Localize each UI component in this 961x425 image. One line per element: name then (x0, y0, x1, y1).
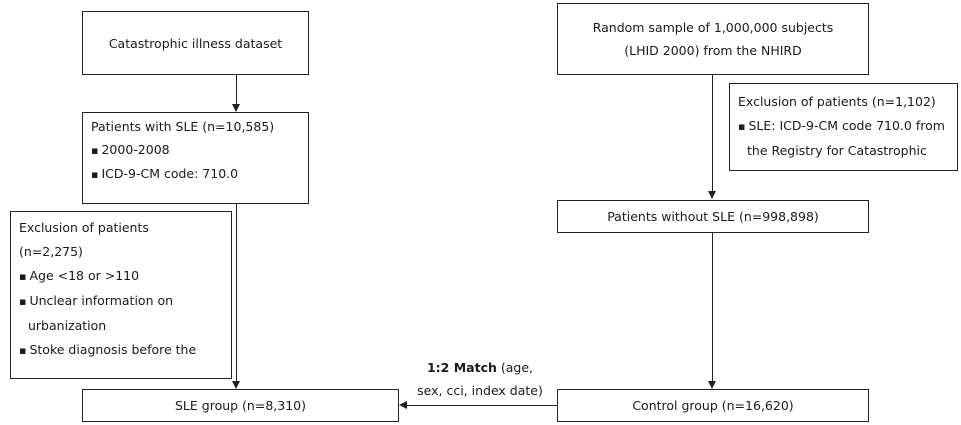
sle-group-label: SLE group (n=8,310) (175, 398, 306, 413)
match-connector-line (407, 405, 557, 406)
control-exclusion-box: Exclusion of patients (n=1,102) SLE: ICD… (729, 83, 958, 171)
patients-with-sle-bullet-years: 2000-2008 (91, 138, 308, 162)
sle-group-box: SLE group (n=8,310) (82, 389, 399, 422)
arrow-head-2 (232, 381, 240, 389)
match-label-bold: 1:2 Match (426, 360, 497, 375)
arrow-head-1 (232, 104, 240, 112)
control-exclusion-title: Exclusion of patients (n=1,102) (738, 94, 936, 109)
patients-with-sle-box: Patients with SLE (n=10,585) 2000-2008 I… (82, 112, 309, 204)
arrow-line-3 (712, 75, 713, 192)
sle-exclusion-count: (n=2,275) (19, 244, 83, 259)
patients-with-sle-title: Patients with SLE (n=10,585) (91, 119, 275, 134)
sle-exclusion-title: Exclusion of patients (19, 220, 149, 235)
match-label-line-2: sex, cci, index date) (417, 383, 543, 398)
catastrophic-illness-dataset-label: Catastrophic illness dataset (108, 35, 283, 51)
match-label: 1:2 Match (age, sex, cci, index date) (400, 356, 560, 402)
arrow-line-4 (712, 233, 713, 382)
control-exclusion-bullet-sle: SLE: ICD-9-CM code 710.0 from (738, 114, 957, 139)
catastrophic-illness-dataset-box: Catastrophic illness dataset (82, 11, 309, 75)
patients-without-sle-box: Patients without SLE (n=998,898) (557, 200, 869, 233)
sle-exclusion-urbanization-continuation: urbanization (28, 318, 107, 333)
random-sample-box: Random sample of 1,000,000 subjects (LHI… (557, 3, 869, 75)
match-label-rest: (age, (496, 360, 533, 375)
sle-exclusion-bullet-urbanization: Unclear information on (19, 289, 231, 314)
arrow-line-2 (236, 204, 237, 382)
patients-without-sle-label: Patients without SLE (n=998,898) (607, 209, 819, 224)
random-sample-line-1: Random sample of 1,000,000 subjects (592, 20, 834, 35)
control-exclusion-continuation: the Registry for Catastrophic (747, 143, 927, 158)
sle-exclusion-bullet-stroke: Stoke diagnosis before the (19, 338, 231, 363)
control-group-box: Control group (n=16,620) (557, 389, 869, 422)
match-connector-arrow-head (399, 401, 407, 409)
sle-exclusion-box: Exclusion of patients (n=2,275) Age <18 … (10, 211, 232, 379)
arrow-head-3 (708, 191, 716, 199)
sle-exclusion-bullet-age: Age <18 or >110 (19, 264, 231, 289)
arrow-head-4 (708, 381, 716, 389)
control-group-label: Control group (n=16,620) (632, 398, 794, 413)
patients-with-sle-bullet-icd: ICD-9-CM code: 710.0 (91, 162, 308, 186)
arrow-line-1 (236, 75, 237, 105)
random-sample-line-2: (LHID 2000) from the NHIRD (624, 43, 802, 58)
